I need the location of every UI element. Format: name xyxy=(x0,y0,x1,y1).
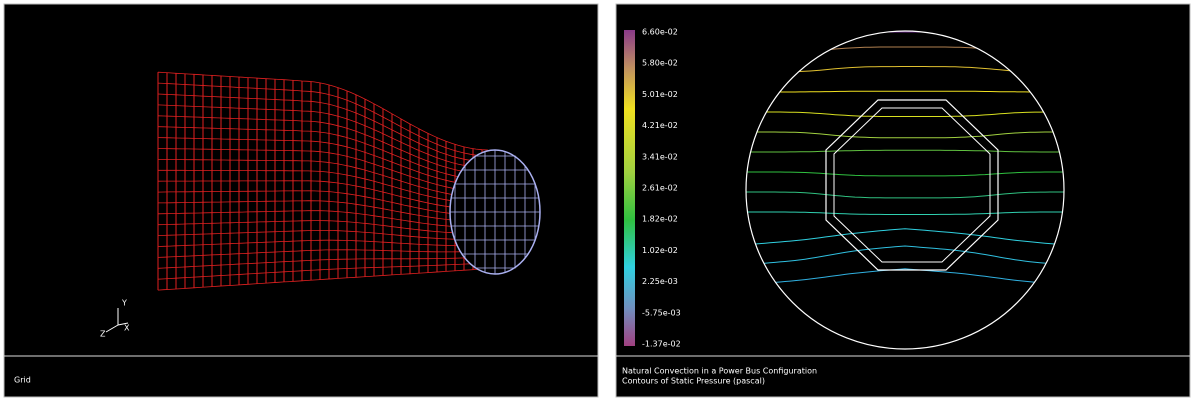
colorbar-label: 6.60e-02 xyxy=(642,28,678,37)
colorbar-label: 1.82e-02 xyxy=(642,215,678,224)
triad-y: Y xyxy=(121,299,127,308)
colorbar-label: 4.21e-02 xyxy=(642,121,678,130)
colorbar-label: 2.61e-02 xyxy=(642,184,678,193)
colorbar-label: 5.01e-02 xyxy=(642,90,678,99)
panel-frame xyxy=(616,4,1190,397)
triad-x: X xyxy=(124,324,130,333)
colorbar-label: 5.80e-02 xyxy=(642,59,678,68)
contour-panel: Natural Convection in a Power Bus Config… xyxy=(616,4,1190,397)
caption: Grid xyxy=(14,376,31,385)
colorbar-label: 2.25e-03 xyxy=(642,277,678,286)
caption-line: Contours of Static Pressure (pascal) xyxy=(622,377,765,386)
screenshot: Y X Z Grid Natural Convection in a Power… xyxy=(0,0,1193,400)
grid-panel: Y X Z Grid xyxy=(4,4,598,397)
colorbar-label: 3.41e-02 xyxy=(642,152,678,161)
triad-z: Z xyxy=(100,330,106,339)
colorbar-label: -5.75e-03 xyxy=(642,308,681,317)
colorbar-label: -1.37e-02 xyxy=(642,340,681,349)
caption-line: Natural Convection in a Power Bus Config… xyxy=(622,367,817,376)
colorbar-label: 1.02e-02 xyxy=(642,246,678,255)
colorbar xyxy=(624,30,635,346)
